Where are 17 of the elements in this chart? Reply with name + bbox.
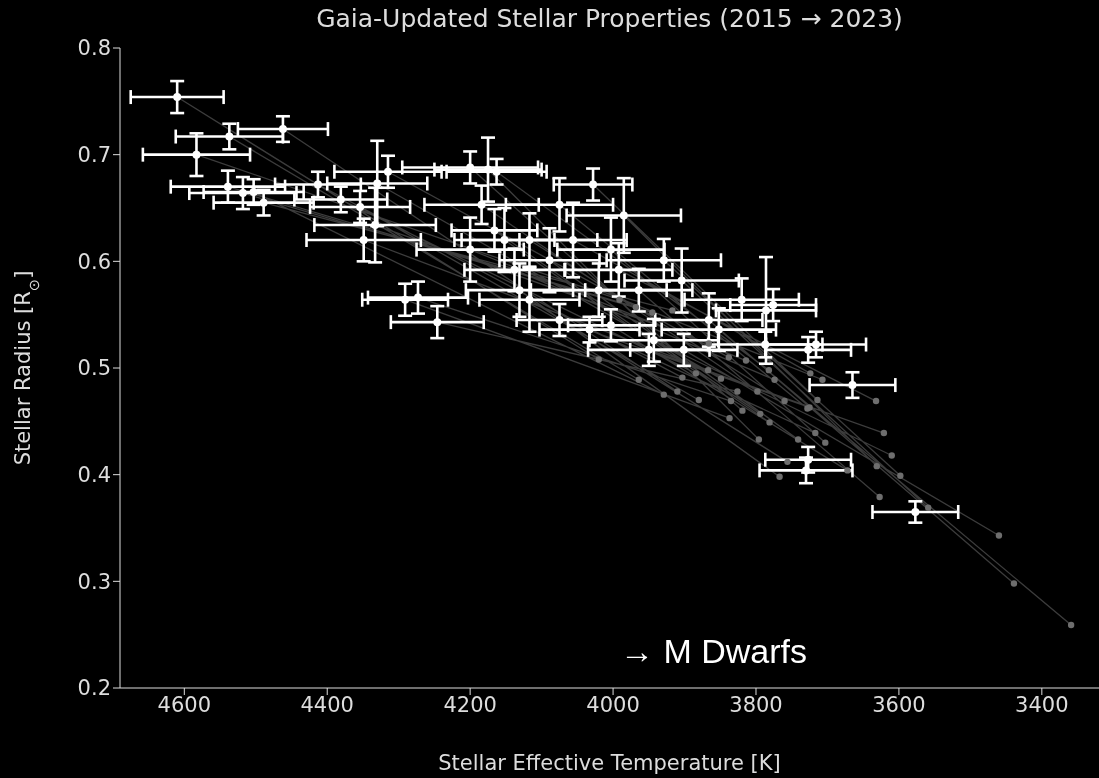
x-tick-label: 4200 <box>443 692 497 717</box>
y-tick-label: 0.2 <box>77 676 111 701</box>
x-tick-label: 4000 <box>586 692 640 717</box>
y-tick-label: 0.5 <box>77 356 111 381</box>
x-tick-label: 3600 <box>872 692 926 717</box>
y-tick-label: 0.4 <box>77 463 111 488</box>
y-tick-label: 0.3 <box>77 569 111 594</box>
x-tick-label: 4400 <box>300 692 354 717</box>
x-tick-label: 3400 <box>1015 692 1069 717</box>
y-tick-label: 0.6 <box>77 249 111 274</box>
chart-title: Gaia-Updated Stellar Properties (2015 → 2023) <box>315 4 904 33</box>
x-tick-label: 4600 <box>157 692 212 717</box>
y-tick-label: 0.7 <box>77 143 111 168</box>
x-axis-title: Stellar Effective Temperature [K] <box>438 751 781 775</box>
y-tick-label: 0.8 <box>77 36 111 61</box>
annotation: → M Dwarfs <box>620 632 807 671</box>
x-tick-label: 3800 <box>729 692 783 717</box>
